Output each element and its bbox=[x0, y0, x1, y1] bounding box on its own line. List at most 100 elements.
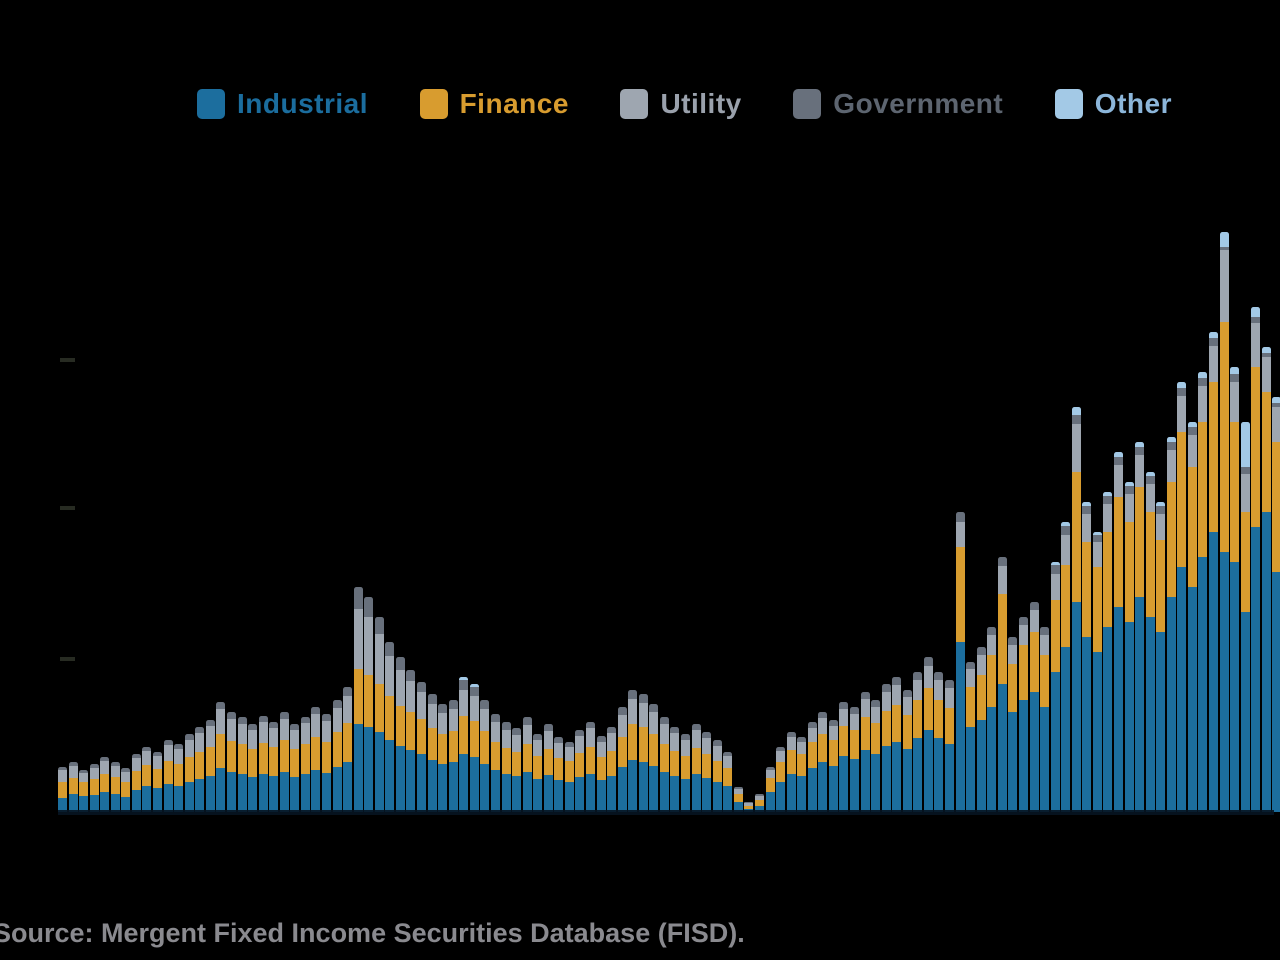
bar-segment-government bbox=[649, 704, 659, 712]
bar-segment-other bbox=[1061, 522, 1071, 526]
bar-segment-government bbox=[554, 737, 564, 743]
bar-segment-finance bbox=[1177, 432, 1187, 567]
bar-segment-finance bbox=[1240, 512, 1250, 612]
bar-segment-finance bbox=[681, 756, 691, 779]
bar-segment-finance bbox=[892, 705, 902, 742]
bar-segment-government bbox=[364, 597, 374, 617]
bar-segment-finance bbox=[490, 742, 500, 770]
bar-segment-government bbox=[828, 720, 838, 726]
stacked-bar bbox=[322, 714, 331, 812]
bar-segment-other bbox=[1187, 422, 1197, 427]
bar-segment-finance bbox=[1018, 645, 1028, 700]
bar-segment-industrial bbox=[797, 776, 807, 812]
bar-segment-industrial bbox=[300, 774, 310, 812]
stacked-bar bbox=[332, 700, 342, 812]
bar-segment-finance bbox=[723, 768, 733, 786]
bar-segment-utility bbox=[195, 733, 205, 752]
bar-segment-industrial bbox=[786, 774, 796, 812]
bar-segment-finance bbox=[765, 778, 775, 792]
stacked-bar bbox=[1156, 502, 1166, 812]
bar-segment-industrial bbox=[406, 750, 416, 812]
bar-segment-finance bbox=[1261, 392, 1271, 512]
bar-segment-finance bbox=[216, 734, 226, 768]
stacked-bar bbox=[1230, 367, 1240, 812]
bar-segment-utility bbox=[1198, 386, 1208, 422]
bar-segment-government bbox=[1114, 457, 1123, 465]
bar-segment-other bbox=[1145, 472, 1155, 476]
stacked-bar bbox=[797, 737, 807, 812]
bar-segment-utility bbox=[121, 772, 131, 782]
bar-segment-government bbox=[1261, 353, 1271, 357]
bar-segment-utility bbox=[913, 680, 923, 700]
bar-segment-utility bbox=[543, 731, 553, 749]
bar-segment-industrial bbox=[807, 768, 817, 812]
plot-area bbox=[58, 200, 1280, 812]
bar-segment-industrial bbox=[934, 738, 944, 812]
stacked-bar bbox=[1177, 382, 1187, 812]
bar-segment-utility bbox=[427, 704, 437, 728]
bar-segment-utility bbox=[364, 617, 374, 675]
bar-segment-finance bbox=[997, 594, 1007, 684]
bar-segment-utility bbox=[131, 758, 141, 771]
bar-segment-industrial bbox=[522, 772, 532, 812]
stacked-bar bbox=[1124, 482, 1134, 812]
stacked-bar bbox=[248, 724, 258, 812]
bar-segment-utility bbox=[110, 766, 120, 777]
bar-segment-utility bbox=[839, 709, 849, 726]
bar-segment-industrial bbox=[142, 786, 152, 812]
stacked-bar bbox=[670, 727, 680, 812]
bar-segment-industrial bbox=[184, 782, 194, 812]
bar-segment-industrial bbox=[913, 738, 923, 812]
bar-segment-finance bbox=[248, 749, 258, 777]
stacked-bar bbox=[79, 770, 89, 812]
bar-segment-finance bbox=[406, 712, 416, 750]
stacked-bar bbox=[987, 627, 997, 812]
bar-segment-utility bbox=[554, 743, 564, 758]
stacked-bar bbox=[343, 687, 353, 812]
bar-segment-finance bbox=[322, 742, 331, 773]
bar-segment-utility bbox=[733, 789, 743, 794]
bar-segment-industrial bbox=[216, 768, 226, 812]
bar-segment-government bbox=[839, 702, 849, 709]
stacked-bar bbox=[174, 744, 184, 812]
bar-segment-other bbox=[1177, 382, 1187, 388]
bar-segment-finance bbox=[1082, 542, 1092, 637]
stacked-bar bbox=[364, 597, 374, 812]
chart-legend: Industrial Finance Utility Government Other bbox=[197, 86, 1172, 122]
bar-segment-finance bbox=[543, 749, 553, 775]
stacked-bar bbox=[184, 734, 194, 812]
legend-swatch-other bbox=[1054, 89, 1083, 119]
bar-segment-finance bbox=[1198, 422, 1208, 557]
bar-segment-other bbox=[1092, 532, 1102, 535]
bar-segment-industrial bbox=[850, 759, 859, 812]
stacked-bar bbox=[142, 747, 152, 812]
bar-segment-utility bbox=[226, 719, 236, 741]
stacked-bar bbox=[691, 724, 701, 812]
bar-segment-other bbox=[1156, 502, 1166, 506]
bar-segment-finance bbox=[702, 754, 712, 778]
stacked-bar bbox=[1071, 407, 1081, 812]
bar-segment-industrial bbox=[1008, 712, 1018, 812]
bar-segment-finance bbox=[913, 700, 923, 738]
bar-segment-finance bbox=[205, 747, 215, 776]
bar-segment-government bbox=[131, 754, 141, 758]
bar-segment-government bbox=[1040, 627, 1050, 635]
bar-segment-industrial bbox=[1135, 597, 1145, 812]
bar-segment-utility bbox=[385, 656, 395, 696]
stacked-bar bbox=[1145, 472, 1155, 812]
bar-segment-industrial bbox=[385, 740, 395, 812]
bar-segment-utility bbox=[322, 721, 331, 742]
bar-segment-utility bbox=[269, 728, 279, 747]
bar-segment-finance bbox=[649, 734, 659, 766]
stacked-bar bbox=[279, 712, 289, 812]
bar-segment-finance bbox=[1114, 497, 1123, 607]
bar-segment-utility bbox=[617, 715, 627, 737]
bar-segment-finance bbox=[100, 774, 110, 792]
bar-segment-industrial bbox=[110, 794, 120, 812]
bar-segment-utility bbox=[100, 761, 110, 774]
stacked-bar bbox=[438, 704, 448, 812]
bar-segment-industrial bbox=[681, 779, 691, 812]
bar-segment-government bbox=[1061, 526, 1071, 535]
bar-segment-finance bbox=[1145, 512, 1155, 617]
